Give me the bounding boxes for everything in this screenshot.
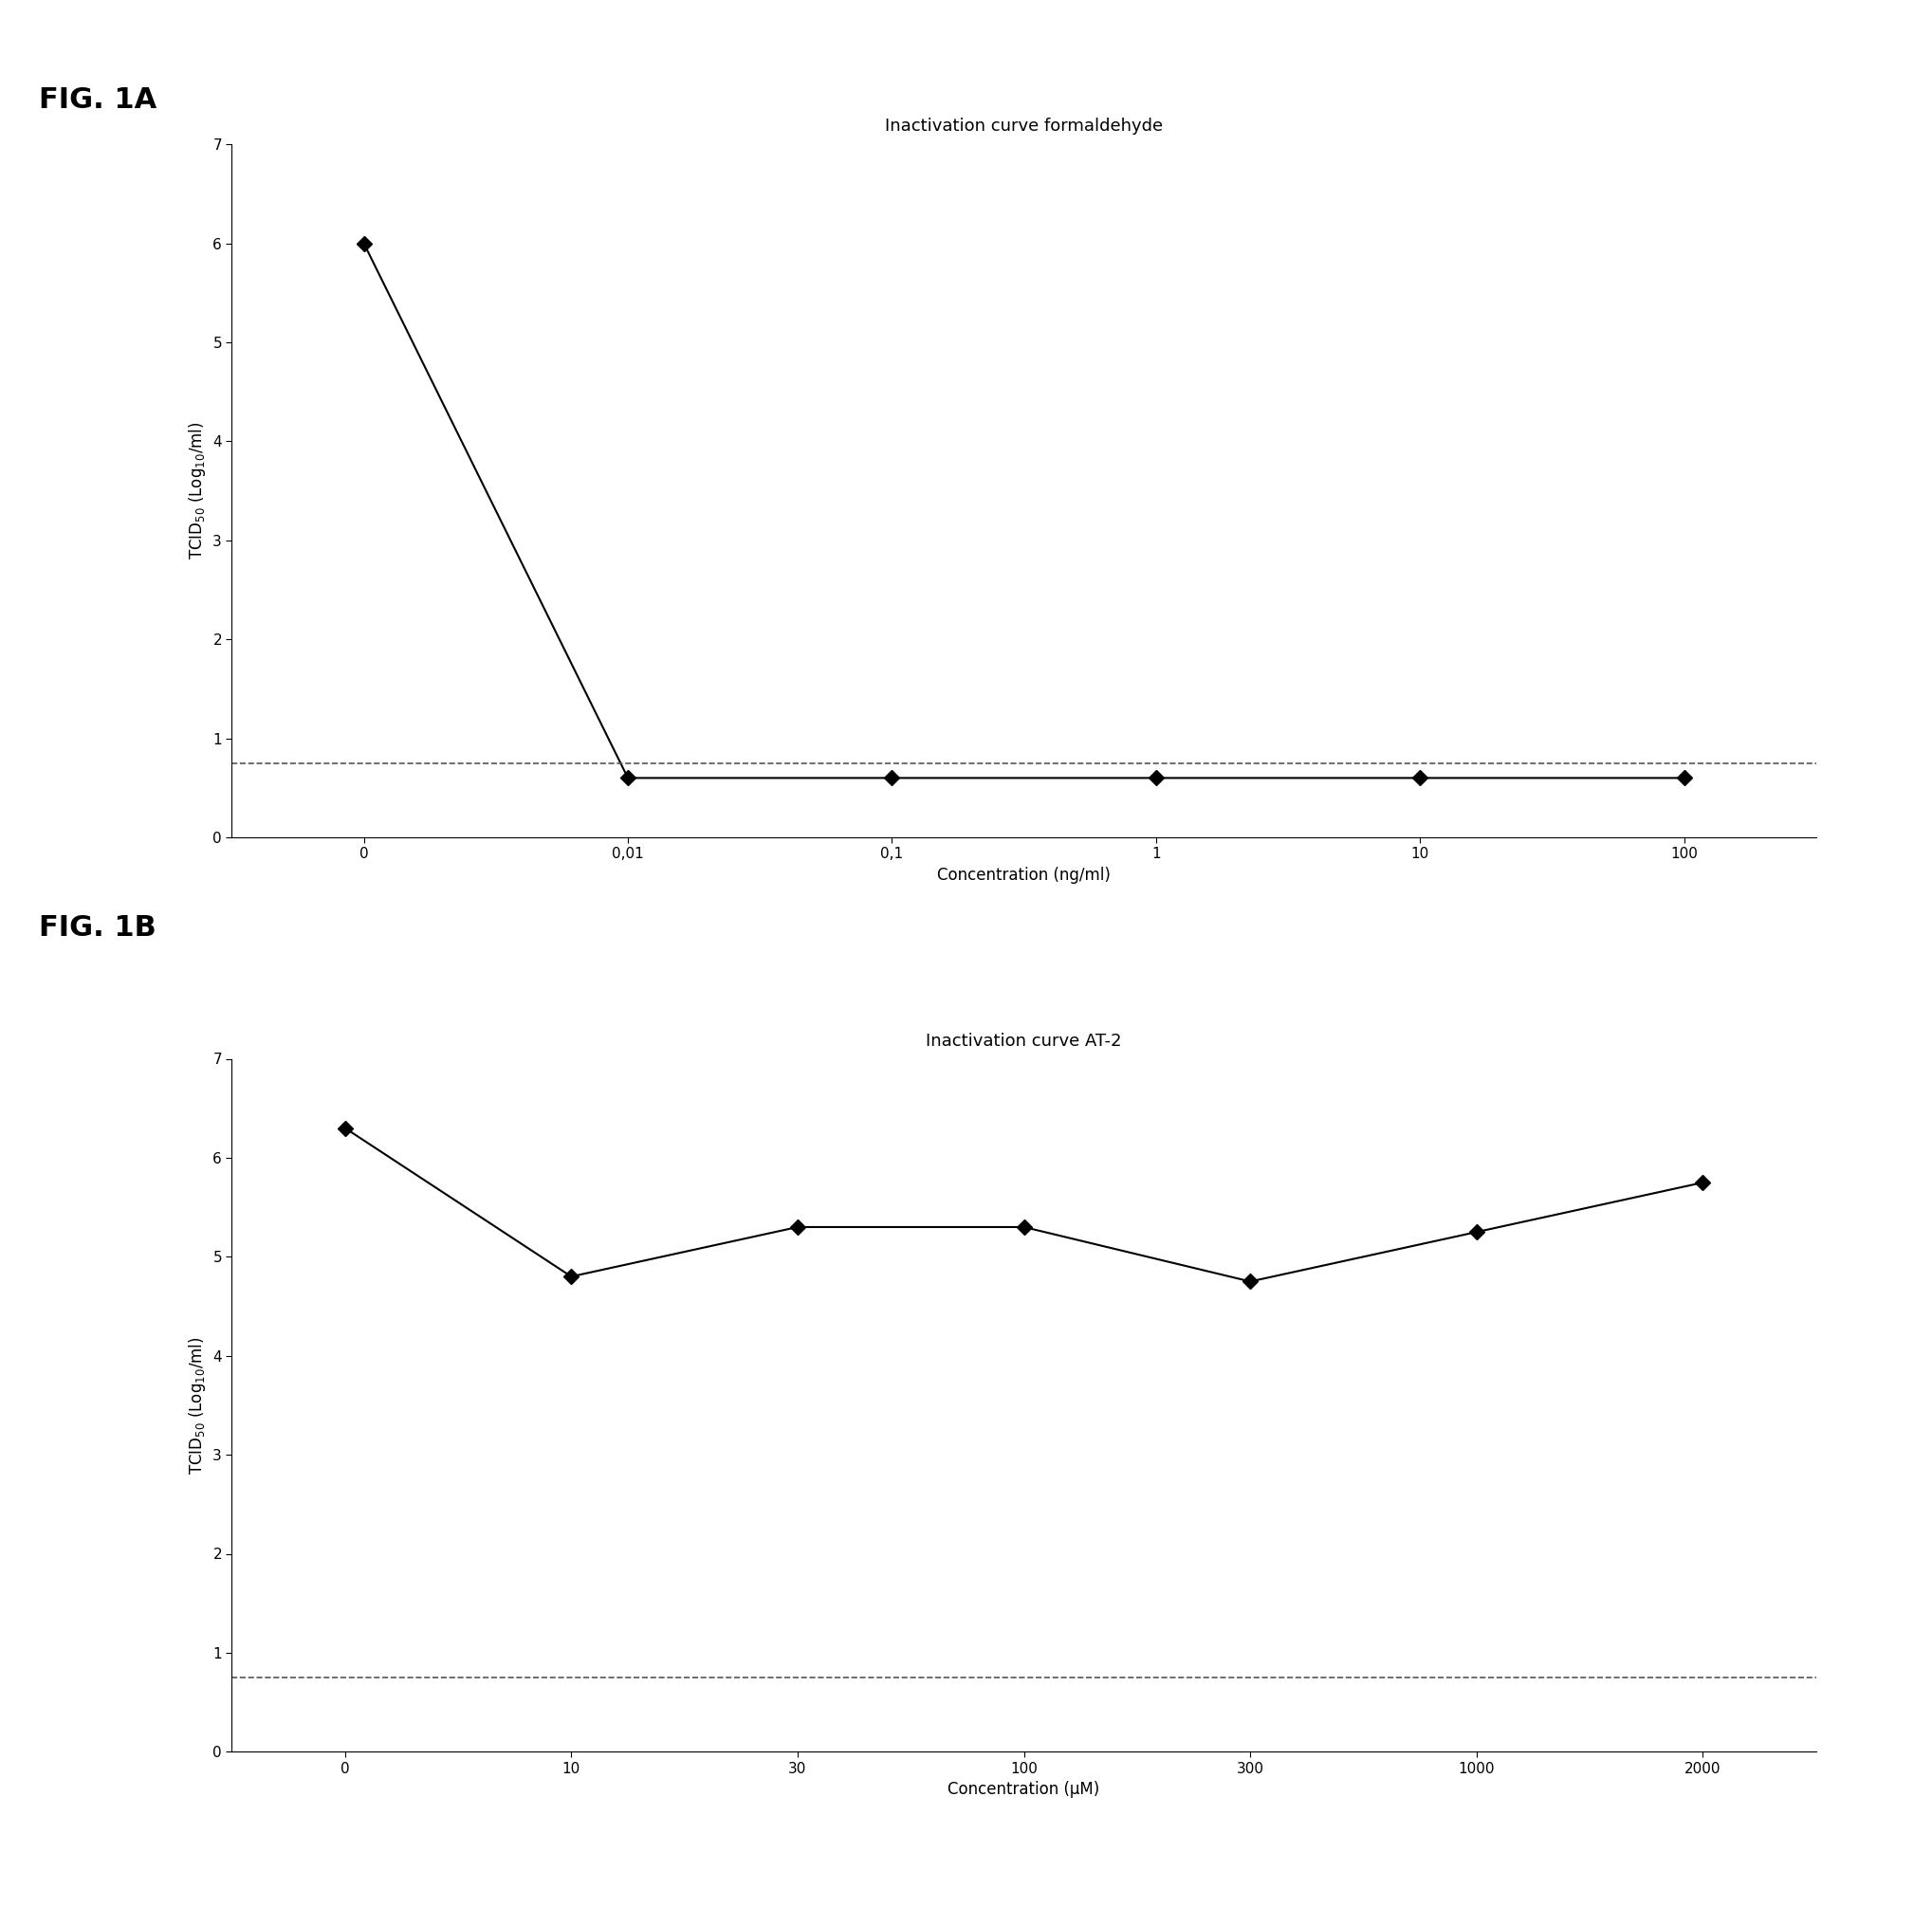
X-axis label: Concentration (μM): Concentration (μM) xyxy=(949,1781,1099,1798)
Y-axis label: TCID$_{50}$ (Log$_{10}$/ml): TCID$_{50}$ (Log$_{10}$/ml) xyxy=(187,422,207,560)
Y-axis label: TCID$_{50}$ (Log$_{10}$/ml): TCID$_{50}$ (Log$_{10}$/ml) xyxy=(187,1336,207,1475)
Text: FIG. 1A: FIG. 1A xyxy=(39,87,156,114)
X-axis label: Concentration (ng/ml): Concentration (ng/ml) xyxy=(937,866,1111,884)
Title: Inactivation curve formaldehyde: Inactivation curve formaldehyde xyxy=(885,117,1163,135)
Title: Inactivation curve AT-2: Inactivation curve AT-2 xyxy=(925,1032,1122,1049)
Text: FIG. 1B: FIG. 1B xyxy=(39,914,156,941)
